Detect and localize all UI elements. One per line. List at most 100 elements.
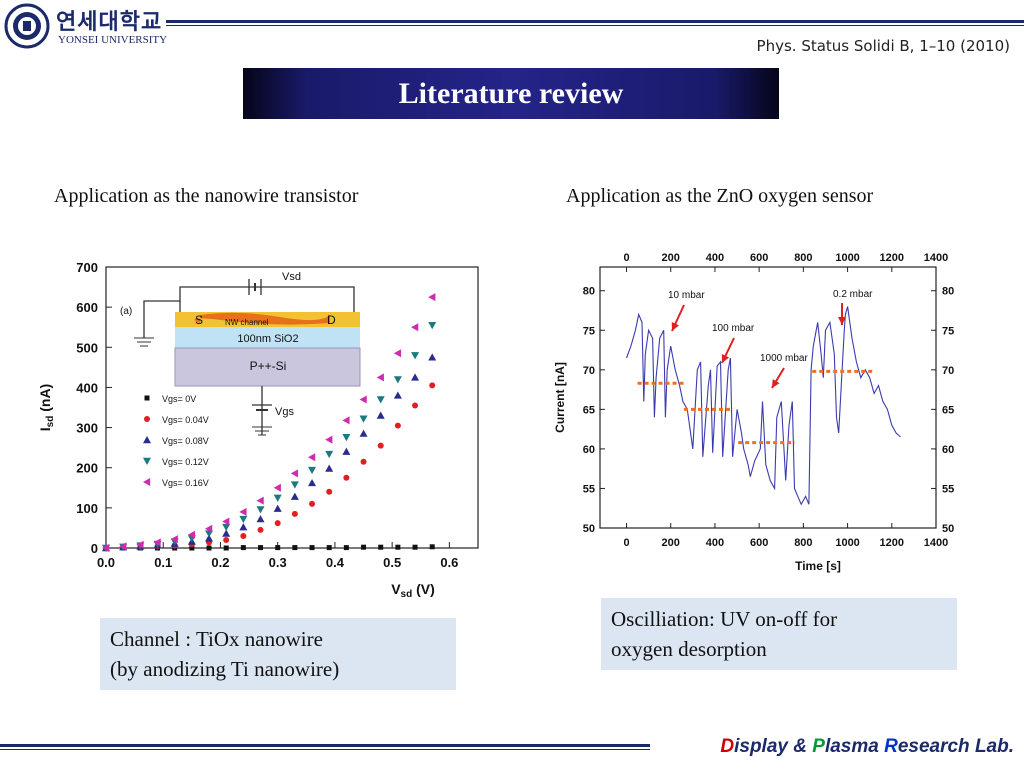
yonsei-seal-logo bbox=[4, 3, 50, 49]
annotation-label: 0.2 mbar bbox=[833, 289, 873, 300]
arrow-head bbox=[671, 322, 679, 331]
legend-marker bbox=[143, 457, 151, 465]
data-point bbox=[239, 523, 248, 531]
data-point bbox=[290, 492, 299, 500]
y-tick-label: 600 bbox=[76, 300, 98, 315]
data-point bbox=[394, 422, 401, 429]
oxide-layer bbox=[175, 327, 360, 348]
left-heading: Application as the nanowire transistor bbox=[54, 185, 359, 207]
arrow-head bbox=[772, 379, 780, 388]
y-tick-label: 50 bbox=[583, 523, 595, 535]
header-rule-thin bbox=[166, 25, 1024, 26]
legend-marker bbox=[143, 436, 151, 444]
x-tick-label: 200 bbox=[662, 537, 680, 549]
data-point bbox=[222, 523, 231, 532]
data-point bbox=[359, 395, 367, 404]
data-point bbox=[222, 529, 231, 537]
vsd-wire bbox=[143, 286, 355, 338]
data-point bbox=[326, 488, 333, 495]
y-tick-label-right: 55 bbox=[942, 483, 954, 495]
data-point bbox=[206, 545, 212, 551]
data-point bbox=[325, 464, 334, 472]
current-trace bbox=[625, 306, 901, 506]
legend-label: Vgs= 0.08V bbox=[162, 436, 209, 446]
header-rule bbox=[166, 20, 1024, 23]
university-name-english: YONSEI UNIVERSITY bbox=[58, 34, 168, 46]
inset-oxide-label: 100nm SiO2 bbox=[237, 333, 298, 345]
inset-drain-label: D bbox=[327, 313, 336, 327]
x-tick-label: 0.5 bbox=[383, 555, 401, 570]
left-caption-line1: Channel : TiOx nanowire bbox=[110, 627, 323, 651]
plot-frame bbox=[599, 266, 937, 529]
x-tick-label: 1400 bbox=[924, 537, 948, 549]
legend-label: Vgs= 0.04V bbox=[162, 415, 209, 425]
data-point bbox=[411, 323, 419, 332]
data-point bbox=[343, 545, 349, 551]
plot-frame bbox=[105, 266, 479, 549]
data-point bbox=[153, 538, 161, 547]
x-tick-label: 0.4 bbox=[326, 555, 345, 570]
lab-name: Display & Plasma Research Lab. bbox=[720, 736, 1014, 757]
data-point bbox=[240, 532, 247, 539]
inset-vsd-label: Vsd bbox=[282, 271, 301, 283]
x-axis-label: Vsd (V) bbox=[391, 581, 435, 600]
x-tick-label-top: 1200 bbox=[880, 252, 904, 264]
data-point bbox=[309, 545, 315, 551]
y-tick-label-right: 60 bbox=[942, 444, 954, 456]
x-tick-label: 400 bbox=[706, 537, 724, 549]
right-caption-line2: oxygen desorption bbox=[611, 637, 767, 661]
data-point bbox=[429, 544, 435, 550]
series-1 bbox=[103, 382, 436, 551]
data-point bbox=[273, 504, 282, 512]
data-point bbox=[239, 507, 247, 516]
data-point bbox=[223, 545, 229, 551]
series-4 bbox=[102, 293, 436, 552]
data-point bbox=[393, 349, 402, 358]
data-point bbox=[326, 545, 332, 551]
x-tick-label-top: 600 bbox=[750, 252, 768, 264]
x-tick-label: 1000 bbox=[835, 537, 859, 549]
y-tick-label: 55 bbox=[583, 483, 595, 495]
panel-label: (a) bbox=[120, 306, 132, 317]
y-tick-label-right: 65 bbox=[942, 404, 954, 416]
left-caption: Channel : TiOx nanowire (by anodizing Ti… bbox=[100, 618, 456, 690]
citation: Phys. Status Solidi B, 1–10 (2010) bbox=[756, 37, 1010, 55]
y-axis-label: Isd (nA) bbox=[37, 384, 56, 431]
data-point bbox=[428, 293, 436, 302]
y-tick-label: 200 bbox=[76, 461, 98, 476]
x-tick-label-top: 200 bbox=[662, 252, 680, 264]
inset-source-label: S bbox=[195, 313, 203, 327]
data-point bbox=[256, 496, 264, 505]
y-tick-label-right: 75 bbox=[942, 325, 954, 337]
series-2 bbox=[102, 353, 437, 552]
data-point bbox=[429, 382, 436, 389]
x-tick-label: 0.1 bbox=[154, 555, 172, 570]
legend-label: Vgs= 0.12V bbox=[162, 457, 209, 467]
data-point bbox=[222, 517, 230, 526]
footer-rule bbox=[0, 744, 650, 747]
x-tick-label: 0.3 bbox=[269, 555, 287, 570]
university-name-korean: 연세대학교 bbox=[56, 10, 163, 35]
y-tick-label: 300 bbox=[76, 421, 98, 436]
data-point bbox=[361, 544, 367, 550]
data-point bbox=[411, 373, 420, 381]
y-tick-label-right: 50 bbox=[942, 523, 954, 535]
slide-title: Literature review bbox=[398, 76, 624, 110]
data-point bbox=[292, 545, 298, 551]
legend-marker bbox=[144, 395, 150, 401]
x-tick-label: 800 bbox=[794, 537, 812, 549]
data-point bbox=[428, 353, 437, 361]
data-point bbox=[274, 520, 281, 527]
x-tick-label: 0 bbox=[623, 537, 629, 549]
data-point bbox=[428, 322, 437, 330]
data-point bbox=[136, 540, 144, 549]
series-0 bbox=[103, 544, 435, 551]
data-point bbox=[343, 474, 350, 481]
data-point bbox=[376, 373, 384, 382]
y-tick-label: 60 bbox=[583, 444, 595, 456]
right-caption-line1: Oscilliation: UV on-off for bbox=[611, 607, 838, 631]
y-tick-label-right: 80 bbox=[942, 286, 954, 298]
left-caption-line2: (by anodizing Ti nanowire) bbox=[110, 657, 340, 681]
data-point bbox=[342, 416, 350, 425]
data-point bbox=[308, 478, 317, 487]
